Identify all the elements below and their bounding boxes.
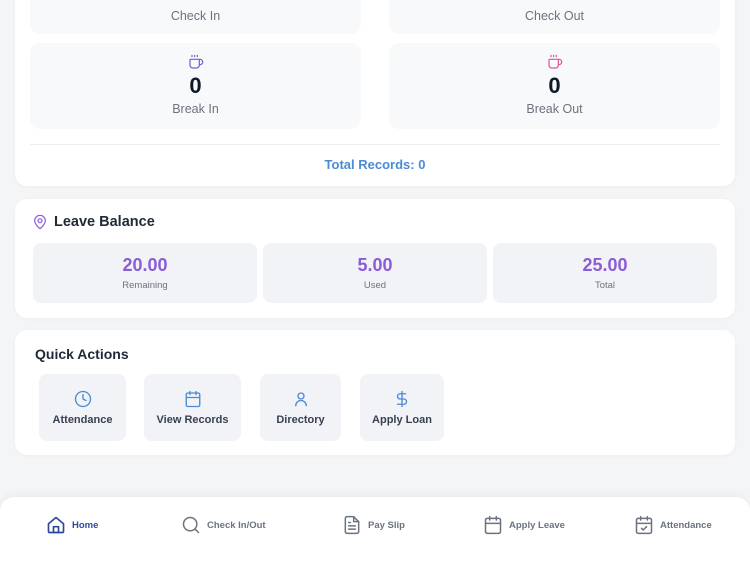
quick-action-directory[interactable]: Directory (260, 374, 341, 441)
coffee-icon (547, 54, 562, 69)
leave-balance-card: Leave Balance 20.00 Remaining 5.00 Used … (15, 199, 735, 318)
search-icon (182, 516, 200, 534)
check-out-tile: Check Out (389, 0, 720, 34)
check-in-label: Check In (170, 9, 221, 23)
calendar-check-icon (635, 515, 653, 535)
nav-label: Apply Leave (509, 519, 565, 531)
quick-action-attendance[interactable]: Attendance (39, 374, 126, 441)
quick-action-apply-loan[interactable]: Apply Loan (360, 374, 444, 441)
total-records: Total Records: 0 (324, 157, 426, 172)
leave-total-value: 25.00 (582, 255, 628, 275)
check-in-tile: Check In (30, 0, 361, 34)
nav-label: Attendance (660, 519, 712, 531)
nav-pay-slip[interactable]: Pay Slip (342, 515, 405, 535)
clock-icon (74, 390, 91, 407)
bottom-nav: Home Check In/Out Pay Slip Apply Leave A… (0, 497, 750, 563)
divider (30, 144, 720, 145)
nav-label: Pay Slip (368, 519, 405, 531)
quick-action-label: Directory (276, 413, 325, 426)
leave-remaining-label: Remaining (122, 280, 168, 291)
attendance-summary-card: Check In Check Out 0 Break In 0 Break Ou… (15, 0, 735, 186)
quick-actions-card: Quick Actions Attendance View Records Di… (15, 330, 735, 455)
coffee-icon (188, 54, 203, 69)
nav-label: Home (72, 519, 99, 531)
leave-used-label: Used (363, 280, 387, 291)
nav-attendance[interactable]: Attendance (634, 515, 712, 535)
user-icon (294, 391, 307, 406)
break-in-tile: 0 Break In (30, 43, 361, 129)
break-out-label: Break Out (526, 102, 583, 116)
leave-used-value: 5.00 (357, 255, 393, 275)
quick-action-label: View Records (156, 413, 229, 426)
nav-apply-leave[interactable]: Apply Leave (483, 515, 565, 535)
leave-balance-header: Leave Balance (32, 213, 155, 231)
check-out-label: Check Out (524, 9, 585, 23)
map-pin-icon (34, 214, 46, 230)
break-in-label: Break In (172, 102, 219, 116)
leave-balance-title: Leave Balance (54, 214, 155, 230)
document-icon (344, 515, 360, 535)
break-out-count: 0 (548, 73, 561, 98)
leave-remaining-value: 20.00 (122, 255, 168, 275)
leave-remaining-tile: 20.00 Remaining (33, 243, 257, 303)
break-in-count: 0 (189, 73, 202, 98)
quick-action-label: Attendance (52, 413, 113, 426)
leave-total-label: Total (594, 280, 616, 291)
nav-check-in-out[interactable]: Check In/Out (181, 515, 266, 535)
nav-label: Check In/Out (207, 519, 266, 531)
quick-action-label: Apply Loan (372, 413, 432, 426)
leave-total-tile: 25.00 Total (493, 243, 717, 303)
dollar-icon (396, 390, 408, 407)
leave-used-tile: 5.00 Used (263, 243, 487, 303)
quick-action-view-records[interactable]: View Records (144, 374, 241, 441)
quick-actions-title: Quick Actions (35, 346, 129, 362)
calendar-icon (185, 390, 200, 407)
break-out-tile: 0 Break Out (389, 43, 720, 129)
nav-home[interactable]: Home (46, 515, 98, 535)
home-icon (47, 516, 65, 534)
calendar-icon (484, 515, 502, 535)
